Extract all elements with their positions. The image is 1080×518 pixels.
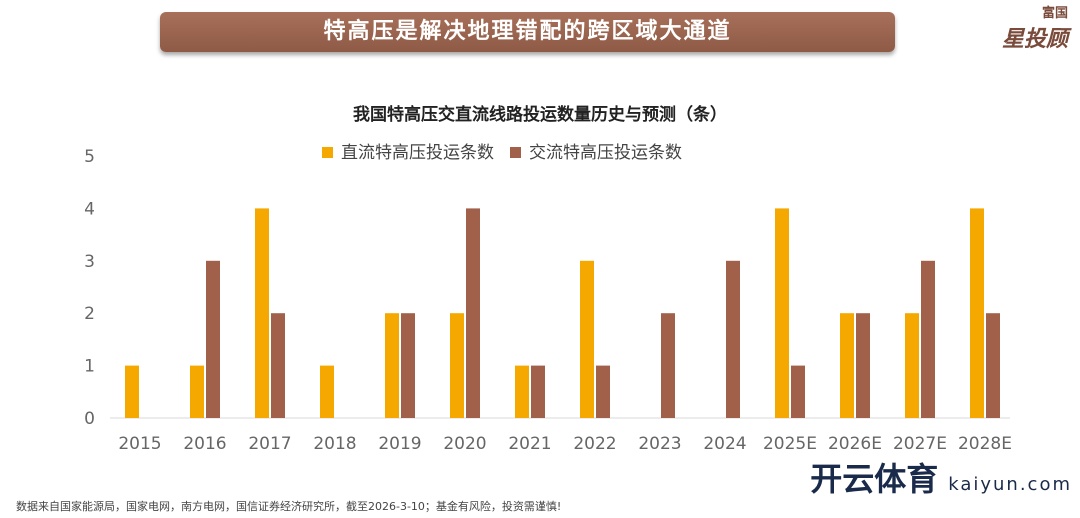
- logo-bottom: 星投顾: [1001, 27, 1068, 52]
- bar-ac: [596, 365, 610, 418]
- bar-ac: [661, 313, 675, 418]
- watermark-url: kaiyun.com: [948, 474, 1072, 495]
- footer-note: 数据来自国家能源局，国家电网，南方电网，国信证券经济研究所，截至2026-3-1…: [16, 500, 562, 513]
- y-tick-label: 5: [84, 147, 95, 167]
- x-tick-label: 2019: [378, 434, 421, 454]
- watermark: 开云体育 kaiyun.com: [810, 460, 1072, 498]
- legend-item-ac: 交流特高压投运条数: [510, 138, 682, 163]
- bar-dc: [580, 260, 594, 418]
- bar-ac: [856, 313, 870, 418]
- bar-ac: [986, 313, 1000, 418]
- bar-dc: [255, 208, 269, 418]
- logo-top: 富国: [1041, 6, 1068, 21]
- x-tick-label: 2022: [573, 434, 616, 454]
- y-tick-label: 1: [84, 357, 95, 377]
- bar-ac: [206, 260, 220, 418]
- x-tick-label: 2026E: [828, 434, 882, 454]
- x-tick-label: 2020: [443, 434, 486, 454]
- legend-label: 直流特高压投运条数: [341, 143, 494, 163]
- y-tick-label: 4: [84, 199, 95, 219]
- y-tick-label: 2: [84, 304, 95, 324]
- bar-dc: [450, 313, 464, 418]
- x-tick-label: 2025E: [763, 434, 817, 454]
- watermark-title: 开云体育: [810, 460, 939, 498]
- bar-dc: [385, 313, 399, 418]
- x-tick-label: 2023: [638, 434, 681, 454]
- chart-title: 我国特高压交直流线路投运数量历史与预测（条）: [353, 105, 727, 125]
- bar-ac: [271, 313, 285, 418]
- x-tick-label: 2021: [508, 434, 551, 454]
- legend-swatch: [510, 147, 521, 158]
- bar-dc: [320, 365, 334, 418]
- banner-title: 特高压是解决地理错配的跨区域大通道: [160, 12, 895, 52]
- bar-dc: [125, 365, 139, 418]
- legend-item-dc: 直流特高压投运条数: [322, 138, 494, 163]
- bar-ac: [791, 365, 805, 418]
- bar-ac: [726, 260, 740, 418]
- x-tick-label: 2018: [313, 434, 356, 454]
- bar-dc: [905, 313, 919, 418]
- x-tick-label: 2024: [703, 434, 746, 454]
- y-tick-label: 0: [84, 409, 95, 429]
- x-tick-label: 2017: [248, 434, 291, 454]
- x-tick-label: 2028E: [958, 434, 1012, 454]
- brand-logo: 富国 星投顾: [1002, 2, 1068, 53]
- bar-ac: [531, 365, 545, 418]
- legend: 直流特高压投运条数 交流特高压投运条数: [322, 138, 682, 163]
- x-tick-label: 2016: [183, 434, 226, 454]
- bar-ac: [401, 313, 415, 418]
- bar-dc: [970, 208, 984, 418]
- x-tick-label: 2027E: [893, 434, 947, 454]
- y-tick-label: 3: [84, 252, 95, 272]
- legend-swatch: [322, 147, 333, 158]
- bar-ac: [921, 260, 935, 418]
- bar-dc: [515, 365, 529, 418]
- legend-label: 交流特高压投运条数: [529, 143, 682, 163]
- x-tick-label: 2015: [118, 434, 161, 454]
- bar-ac: [466, 208, 480, 418]
- bar-dc: [840, 313, 854, 418]
- bar-dc: [775, 208, 789, 418]
- bar-dc: [190, 365, 204, 418]
